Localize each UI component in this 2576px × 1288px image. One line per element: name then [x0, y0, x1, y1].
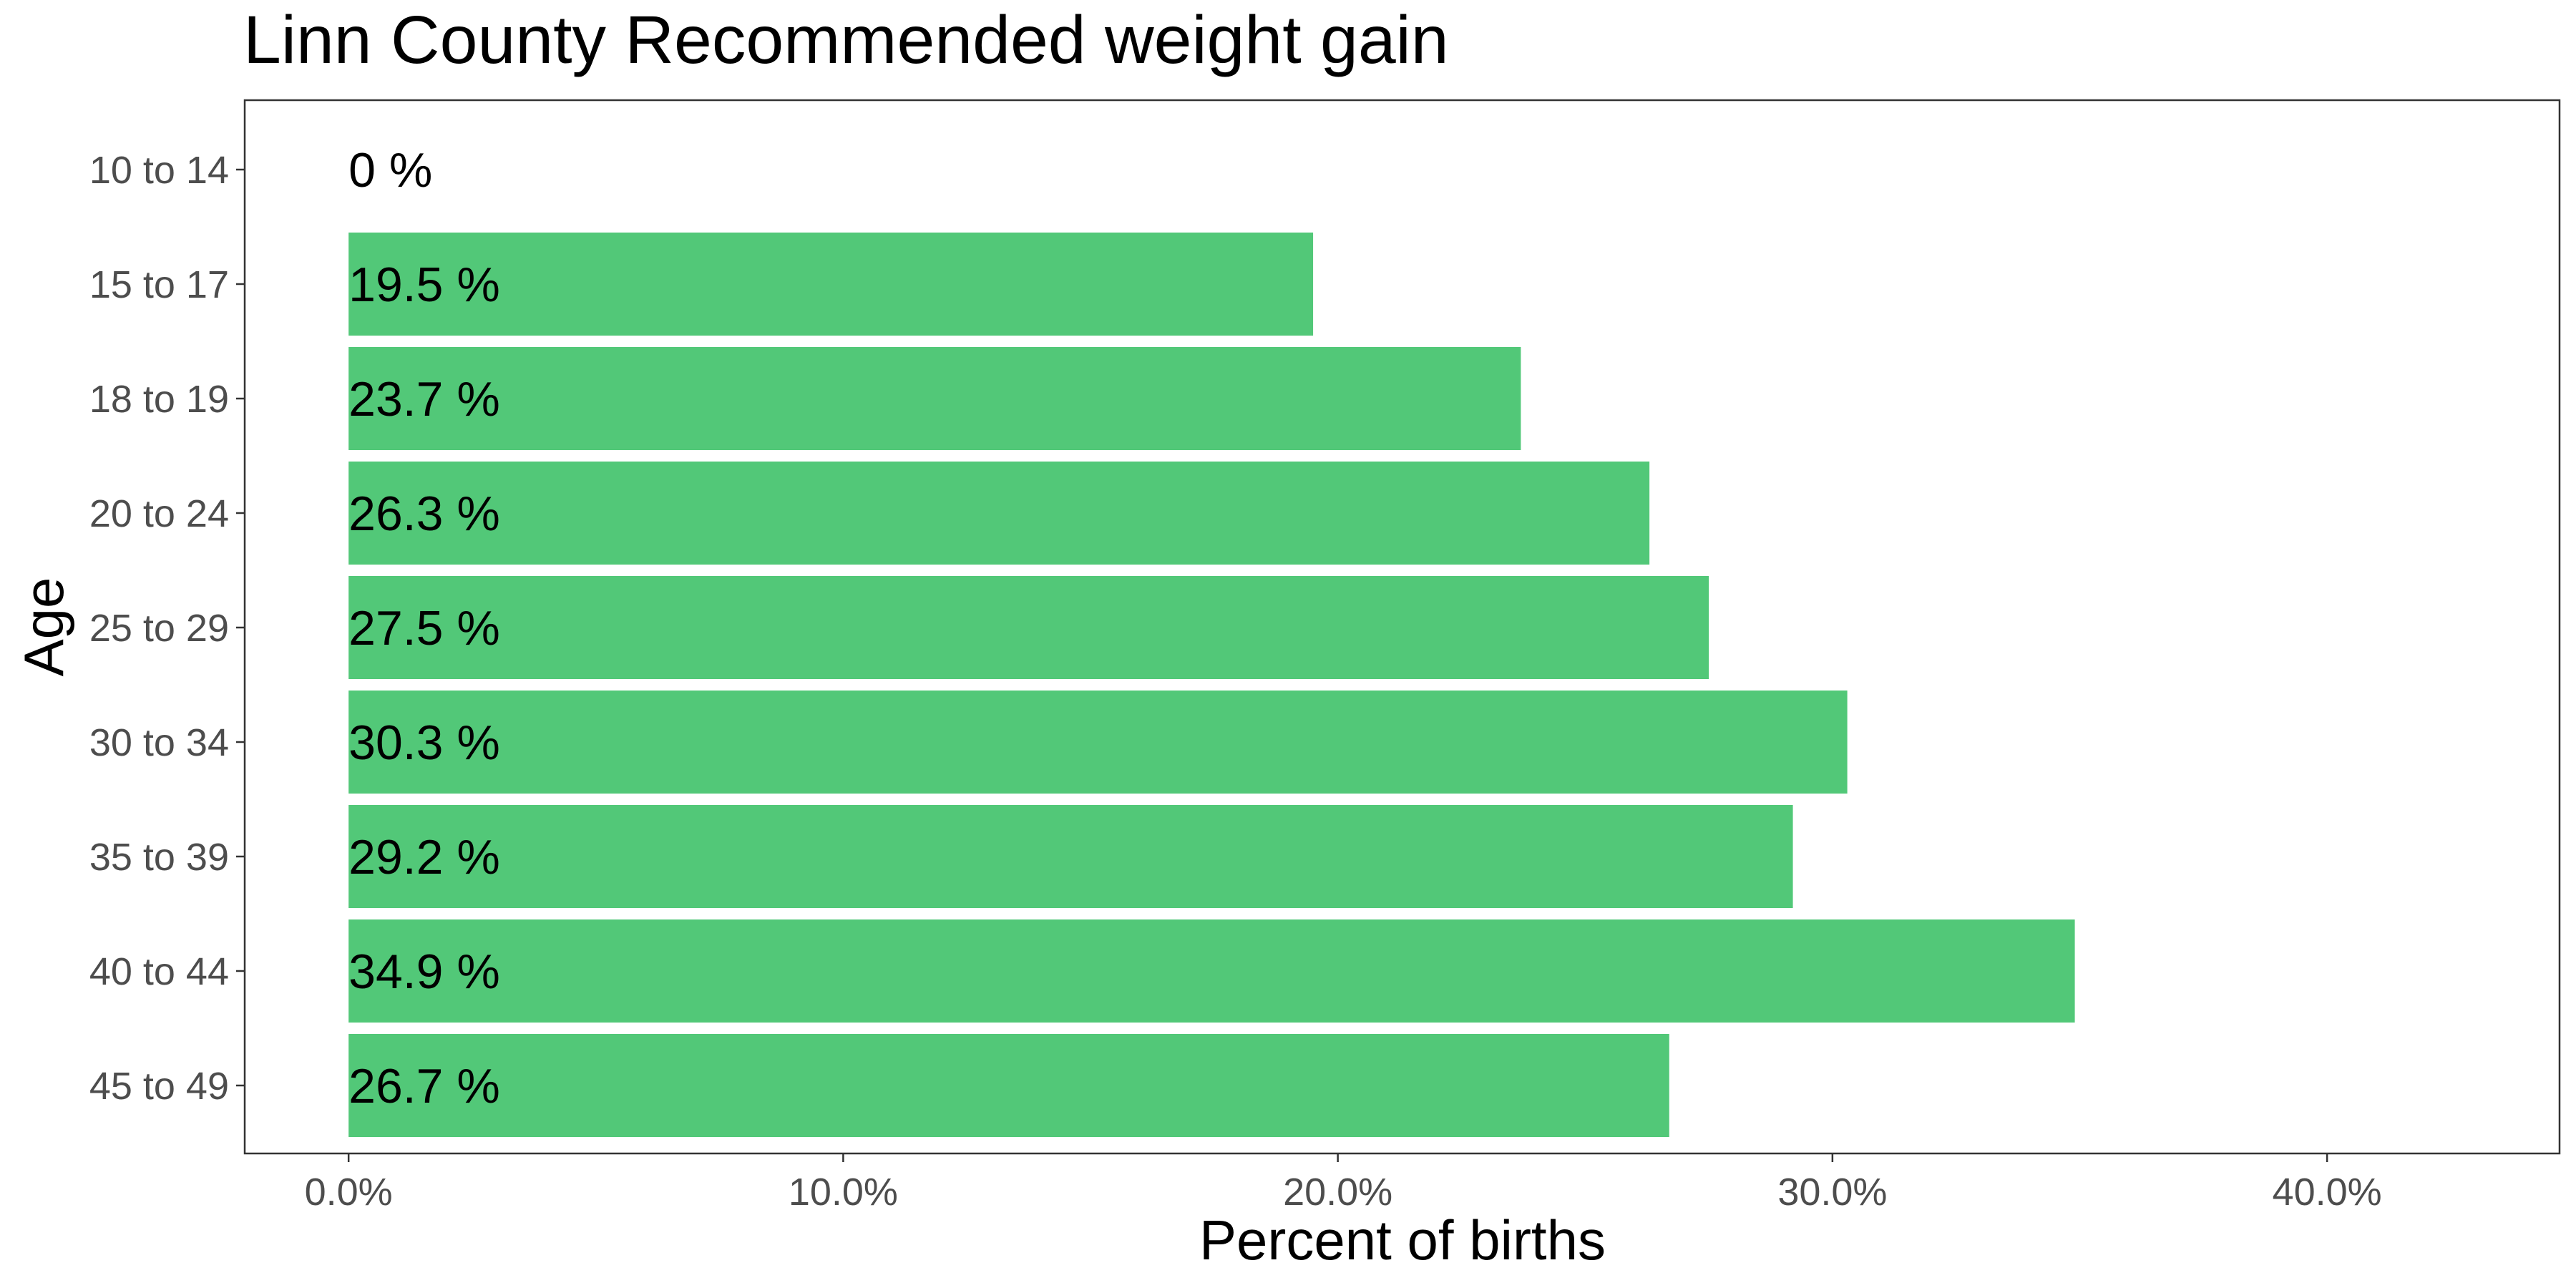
y-tick-label: 20 to 24	[89, 492, 229, 535]
x-axis: 0.0% 10.0% 20.0% 30.0% 40.0%	[305, 1153, 2382, 1214]
x-tick-label: 20.0%	[1283, 1171, 1392, 1214]
x-tick-label: 40.0%	[2273, 1171, 2382, 1214]
y-tick-label: 18 to 19	[89, 378, 229, 421]
x-tick-label: 30.0%	[1777, 1171, 1887, 1214]
bar	[348, 919, 2075, 1023]
data-label: 26.7 %	[348, 1059, 500, 1113]
y-axis-labels: 10 to 14 15 to 17 18 to 19 20 to 24 25 to 29…	[89, 149, 245, 1108]
y-tick-label: 40 to 44	[89, 950, 229, 993]
x-axis-title: Percent of births	[1199, 1209, 1606, 1272]
data-label: 27.5 %	[348, 601, 500, 655]
data-label: 34.9 %	[348, 945, 500, 999]
y-tick-label: 15 to 17	[89, 263, 229, 306]
y-tick-label: 30 to 34	[89, 721, 229, 764]
y-axis-title: Age	[12, 577, 75, 677]
y-tick-label: 25 to 29	[89, 607, 229, 650]
bar	[348, 576, 1709, 679]
bars-group: 0 % 19.5 % 23.7 % 26.3 % 27.5 % 30.3 % 29.2 % 3…	[348, 143, 2075, 1137]
bar	[348, 233, 1314, 336]
y-tick-label: 45 to 49	[89, 1065, 229, 1108]
data-label: 23.7 %	[348, 372, 500, 426]
y-tick-label: 35 to 39	[89, 836, 229, 879]
bar	[348, 347, 1521, 450]
data-label: 26.3 %	[348, 487, 500, 541]
x-tick-label: 10.0%	[789, 1171, 898, 1214]
data-label: 0 %	[348, 143, 432, 197]
data-label: 19.5 %	[348, 258, 500, 312]
y-tick-label: 10 to 14	[89, 149, 229, 192]
x-tick-label: 0.0%	[305, 1171, 393, 1214]
bar	[348, 691, 1848, 794]
chart-title: Linn County Recommended weight gain	[243, 2, 1449, 78]
bar	[348, 805, 1793, 908]
bar	[348, 1034, 1669, 1137]
bar	[348, 462, 1650, 565]
data-label: 29.2 %	[348, 830, 500, 884]
data-label: 30.3 %	[348, 716, 500, 770]
